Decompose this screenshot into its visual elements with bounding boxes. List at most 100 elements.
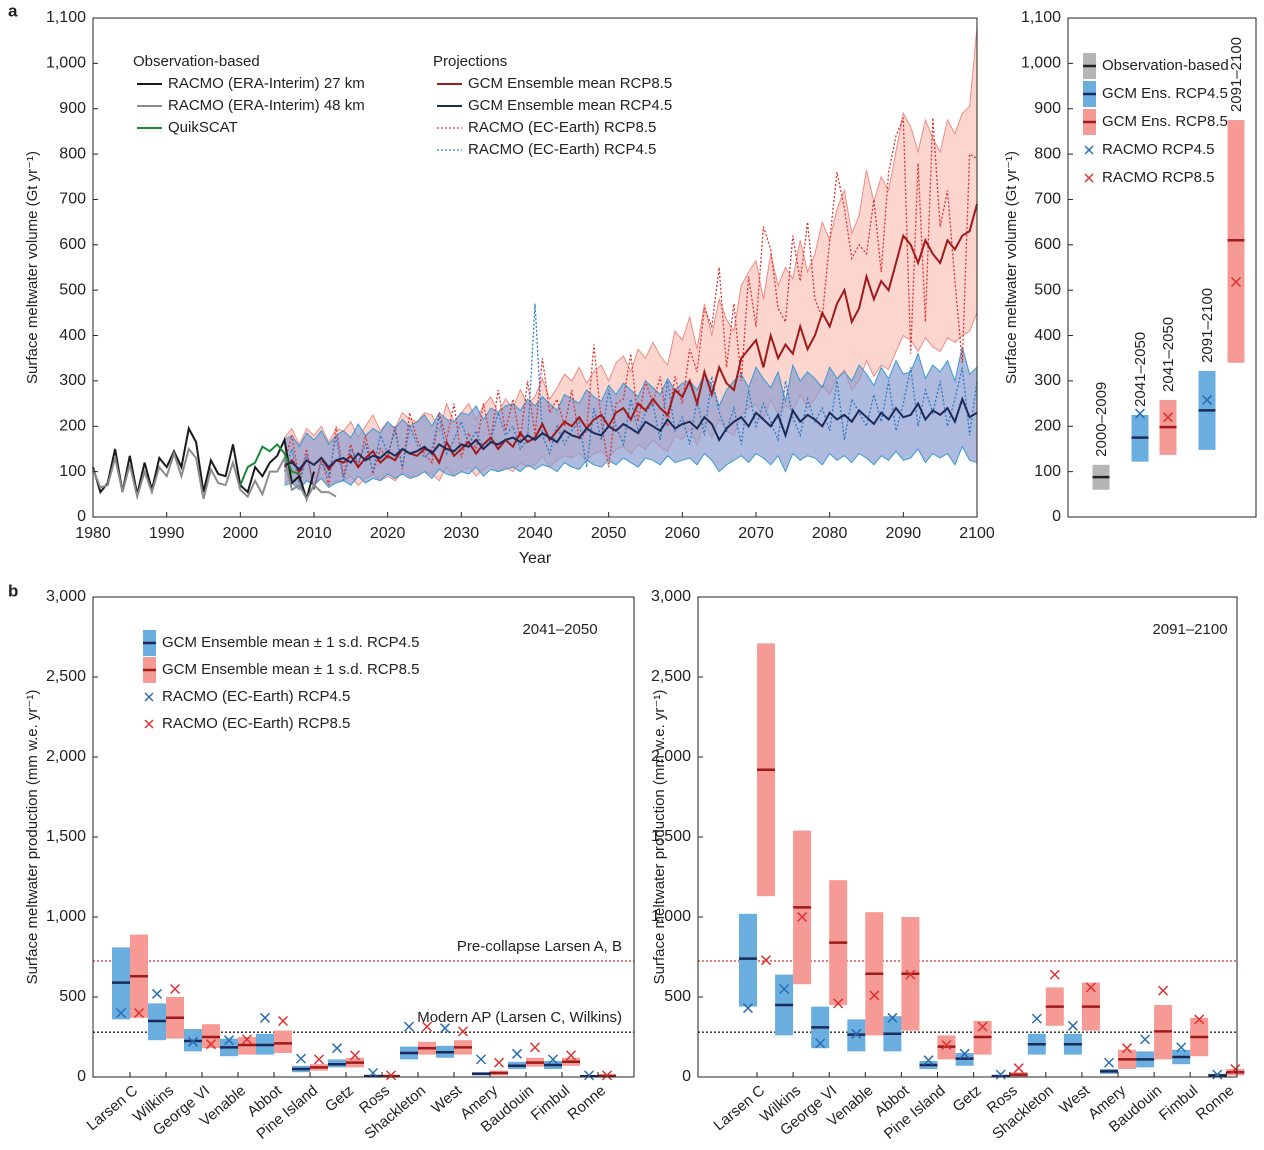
legend-swatch <box>1084 145 1094 155</box>
y-tick-label: 800 <box>59 145 86 162</box>
marker-x <box>187 1036 199 1047</box>
legend-label: RACMO RCP4.5 <box>1102 141 1215 158</box>
line <box>92 425 315 503</box>
y-tick-label: 0 <box>682 1068 691 1085</box>
marker-x <box>869 990 880 1001</box>
marker-x <box>1194 1014 1205 1025</box>
marker-x <box>529 1042 541 1053</box>
legend-label: Observation-based <box>1102 57 1229 74</box>
marker-x <box>887 1012 898 1023</box>
category-label: Getz <box>322 1082 357 1115</box>
y-axis-label: Surface meltwater volume (Gt yr⁻¹) <box>24 151 41 384</box>
category-label: 2091–2100 <box>1228 37 1245 112</box>
y-tick-label: 200 <box>1034 417 1061 434</box>
band <box>284 27 977 488</box>
x-tick-label: 2050 <box>591 525 627 542</box>
category-label: Getz <box>950 1082 985 1115</box>
legend-label: GCM Ensemble mean RCP8.5 <box>468 75 672 92</box>
band-edge <box>284 346 978 448</box>
marker-x <box>583 1070 595 1081</box>
x-tick-label: 1980 <box>75 525 111 542</box>
y-tick-label: 700 <box>59 191 86 208</box>
legend-label: RACMO RCP8.5 <box>1102 169 1215 186</box>
legend-label: GCM Ensemble mean ± 1 s.d. RCP8.5 <box>162 661 420 678</box>
marker-x <box>1134 408 1146 419</box>
y-tick-label: 300 <box>1034 372 1061 389</box>
marker-x <box>959 1048 970 1059</box>
marker-x <box>277 1015 289 1027</box>
y-tick-label: 1,500 <box>46 828 86 845</box>
x-tick-label: 2020 <box>370 525 406 542</box>
category-label: Fimbul <box>528 1082 573 1124</box>
legend-label: RACMO (ERA-Interim) 27 km <box>168 75 365 92</box>
category-label: 2041–2050 <box>1132 332 1149 407</box>
marker-x <box>241 1034 253 1045</box>
marker-x <box>1158 985 1169 996</box>
y-tick-label: 1,100 <box>46 9 86 26</box>
y-tick-label: 1,000 <box>1021 55 1061 72</box>
legend-label: GCM Ens. RCP4.5 <box>1102 85 1228 102</box>
marker-x <box>977 1021 988 1032</box>
legend-label: RACMO (EC-Earth) RCP4.5 <box>162 688 350 705</box>
legend-swatch <box>1084 173 1094 183</box>
marker-x <box>1085 982 1096 993</box>
x-tick-label: 2060 <box>665 525 701 542</box>
category-label: Ronne <box>1193 1082 1238 1123</box>
range-bar <box>739 913 757 1007</box>
marker-x <box>421 1021 433 1032</box>
y-tick-label: 3,000 <box>46 588 86 605</box>
marker-x <box>385 1070 397 1081</box>
y-tick-label: 500 <box>59 281 86 298</box>
x-tick-label: 2070 <box>738 525 774 542</box>
y-tick-label: 0 <box>77 1068 86 1085</box>
marker-x <box>1230 276 1242 288</box>
period-label: 2091–2100 <box>1152 621 1227 638</box>
range-bar <box>274 1030 292 1053</box>
marker-x <box>115 1007 127 1019</box>
marker-x <box>205 1039 217 1050</box>
y-tick-label: 1,000 <box>46 908 86 925</box>
legend-label: GCM Ensemble mean ± 1 s.d. RCP4.5 <box>162 634 420 651</box>
x-tick-label: 2040 <box>517 525 553 542</box>
legend-label: RACMO (EC-Earth) RCP8.5 <box>468 119 656 136</box>
y-tick-label: 600 <box>59 236 86 253</box>
category-label: 2091–2100 <box>1199 288 1216 363</box>
y-axis-label: Surface meltwater production (mm w.e. yr… <box>24 690 41 985</box>
x-tick-label: 2080 <box>812 525 848 542</box>
category-label: Ronne <box>564 1082 609 1123</box>
marker-x <box>1049 969 1060 980</box>
y-tick-label: 400 <box>1034 327 1061 344</box>
marker-x <box>493 1057 505 1068</box>
marker-x <box>475 1054 487 1065</box>
marker-x <box>851 1028 862 1039</box>
y-tick-label: 1,000 <box>46 55 86 72</box>
x-axis-label: Year <box>519 550 552 567</box>
legend-swatch <box>144 692 154 702</box>
x-tick-label: 2090 <box>886 525 922 542</box>
marker-x <box>1212 1069 1223 1080</box>
marker-x <box>815 1038 826 1049</box>
legend-label: GCM Ensemble mean RCP4.5 <box>468 97 672 114</box>
panel-label: b <box>8 581 18 600</box>
category-label: Fimbul <box>1156 1082 1201 1124</box>
marker-x <box>1230 1063 1241 1075</box>
marker-x <box>1201 394 1213 405</box>
marker-x <box>511 1048 523 1059</box>
y-tick-label: 100 <box>59 463 86 480</box>
legend-swatch <box>144 719 154 729</box>
marker-x <box>1067 1020 1078 1031</box>
x-tick-label: 2000 <box>223 525 259 542</box>
marker-x <box>457 1026 469 1037</box>
line <box>239 442 300 486</box>
y-tick-label: 500 <box>664 988 691 1005</box>
x-tick-label: 2100 <box>959 525 995 542</box>
line <box>284 396 978 471</box>
marker-x <box>169 983 181 995</box>
category-label: Larsen C <box>84 1082 142 1134</box>
category-label: 2041–2050 <box>1160 317 1177 392</box>
marker-x <box>742 1003 754 1014</box>
legend-label: GCM Ens. RCP8.5 <box>1102 113 1228 130</box>
marker-x <box>223 1035 235 1046</box>
y-tick-label: 200 <box>59 417 86 434</box>
marker-x <box>133 1007 145 1019</box>
